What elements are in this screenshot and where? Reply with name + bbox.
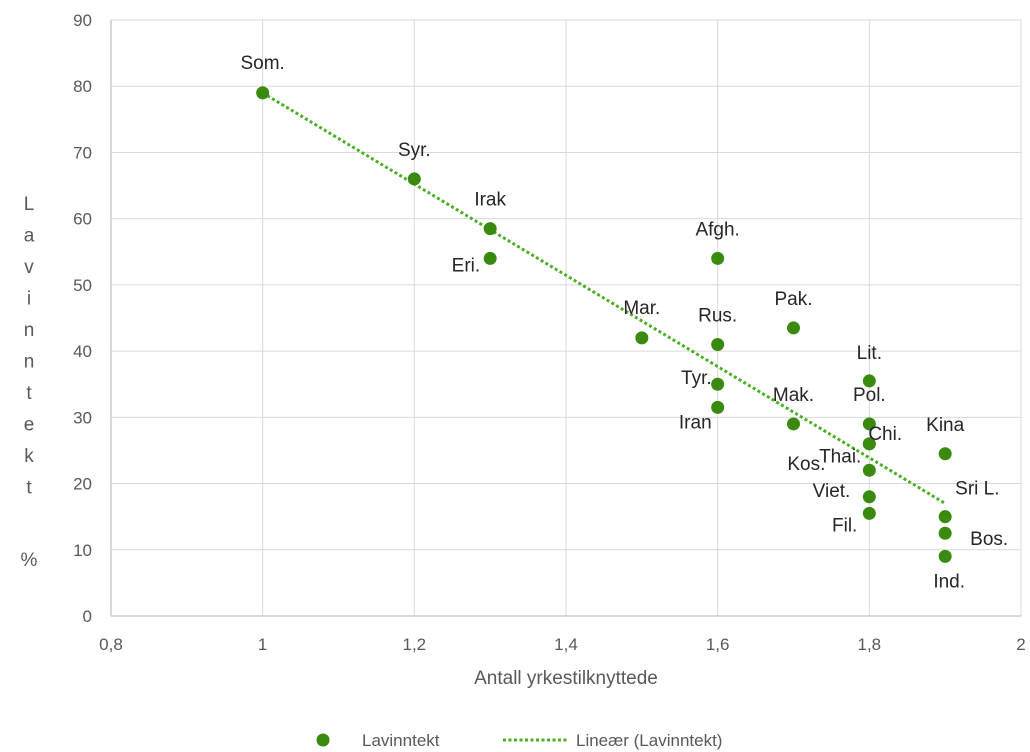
y-axis-title-letter: n: [24, 352, 35, 373]
y-axis-title-letter: t: [26, 478, 32, 499]
y-tick-label: 90: [73, 11, 92, 30]
y-tick-label: 80: [73, 77, 92, 96]
x-tick-label: 1,8: [858, 635, 882, 654]
data-label: Pol.: [853, 385, 886, 406]
data-label: Syr.: [398, 140, 431, 161]
data-label: Sri L.: [955, 479, 999, 500]
data-label: Kina: [926, 415, 964, 436]
data-point: [862, 437, 876, 451]
data-point: [938, 447, 952, 461]
x-axis-title: Antall yrkestilknyttede: [474, 668, 658, 689]
y-tick-label: 40: [73, 342, 92, 361]
data-label: Iran: [679, 412, 712, 433]
y-axis-title-letter: t: [26, 383, 32, 404]
data-point: [711, 377, 725, 391]
y-tick-label: 10: [73, 541, 92, 560]
legend-marker-lavinntekt: [316, 733, 330, 747]
data-label: Thai.: [819, 446, 861, 467]
x-tick-label: 1,2: [403, 635, 427, 654]
point-labels: Som. Syr. Irak Eri. Mar. Afgh. Rus. Tyr. Iran Pak…: [240, 53, 1008, 593]
data-label: Tyr.: [681, 368, 712, 389]
data-point: [862, 490, 876, 504]
data-label: Mak.: [773, 385, 814, 406]
legend: Lavinntekt Lineær (Lavinntekt): [316, 731, 722, 750]
data-point: [938, 526, 952, 540]
data-point: [407, 172, 421, 186]
legend-label-lavinntekt: Lavinntekt: [362, 731, 440, 750]
data-label: Ind.: [933, 571, 965, 592]
y-axis-title-letter: i: [27, 289, 31, 310]
data-point: [862, 463, 876, 477]
data-label: Pak.: [774, 289, 812, 310]
tick-labels: 0 10 20 30 40 50 60 70 80 90 0,8 1 1,2 1,4 1,6 1,8 2: [73, 11, 1026, 654]
y-tick-label: 20: [73, 475, 92, 494]
data-point: [862, 374, 876, 388]
data-point: [256, 86, 270, 100]
y-axis-title-letter: L: [24, 194, 35, 215]
data-points: [256, 86, 952, 563]
y-tick-label: 0: [83, 607, 92, 626]
data-label: Chi.: [868, 424, 902, 445]
y-tick-label: 70: [73, 143, 92, 162]
axes: [110, 20, 1021, 617]
data-point: [787, 417, 800, 431]
x-tick-label: 1: [258, 635, 267, 654]
data-point: [711, 337, 725, 351]
y-axis-unit: %: [21, 550, 38, 571]
y-axis-title-letter: v: [24, 257, 34, 278]
data-label: Lit.: [857, 343, 882, 364]
y-tick-label: 60: [73, 210, 92, 229]
data-point: [787, 321, 800, 335]
data-point: [483, 222, 497, 236]
y-tick-label: 30: [73, 408, 92, 427]
x-tick-label: 0,8: [99, 635, 123, 654]
data-point: [711, 400, 725, 414]
data-label: Irak: [474, 190, 506, 211]
data-label: Kos.: [787, 454, 825, 475]
y-axis-title: Lavinntekt: [24, 194, 35, 499]
y-axis-title-letter: e: [24, 415, 35, 436]
data-point: [938, 549, 952, 563]
data-point: [938, 510, 952, 524]
data-label: Som.: [240, 53, 284, 74]
data-label: Rus.: [698, 305, 737, 326]
x-tick-label: 1,4: [554, 635, 578, 654]
data-point: [483, 251, 497, 265]
trendline: [261, 91, 946, 505]
data-point: [635, 331, 649, 345]
y-axis-title-letter: k: [24, 446, 34, 467]
x-tick-label: 1,6: [706, 635, 730, 654]
data-label: Bos.: [970, 529, 1008, 550]
trendline-segment: [261, 91, 946, 505]
data-point: [711, 251, 725, 265]
y-axis-title-letter: n: [24, 320, 35, 341]
y-tick-label: 50: [73, 276, 92, 295]
legend-label-trendline: Lineær (Lavinntekt): [576, 731, 722, 750]
data-label: Eri.: [452, 255, 481, 276]
data-label: Fil.: [832, 515, 857, 536]
data-label: Afgh.: [695, 219, 739, 240]
data-point: [862, 417, 876, 431]
x-tick-label: 2: [1016, 635, 1025, 654]
y-axis-title-letter: a: [24, 226, 35, 247]
data-label: Viet.: [813, 481, 851, 502]
data-label: Mar.: [623, 298, 660, 319]
data-point: [862, 506, 876, 520]
grid-lines: [111, 19, 1022, 616]
